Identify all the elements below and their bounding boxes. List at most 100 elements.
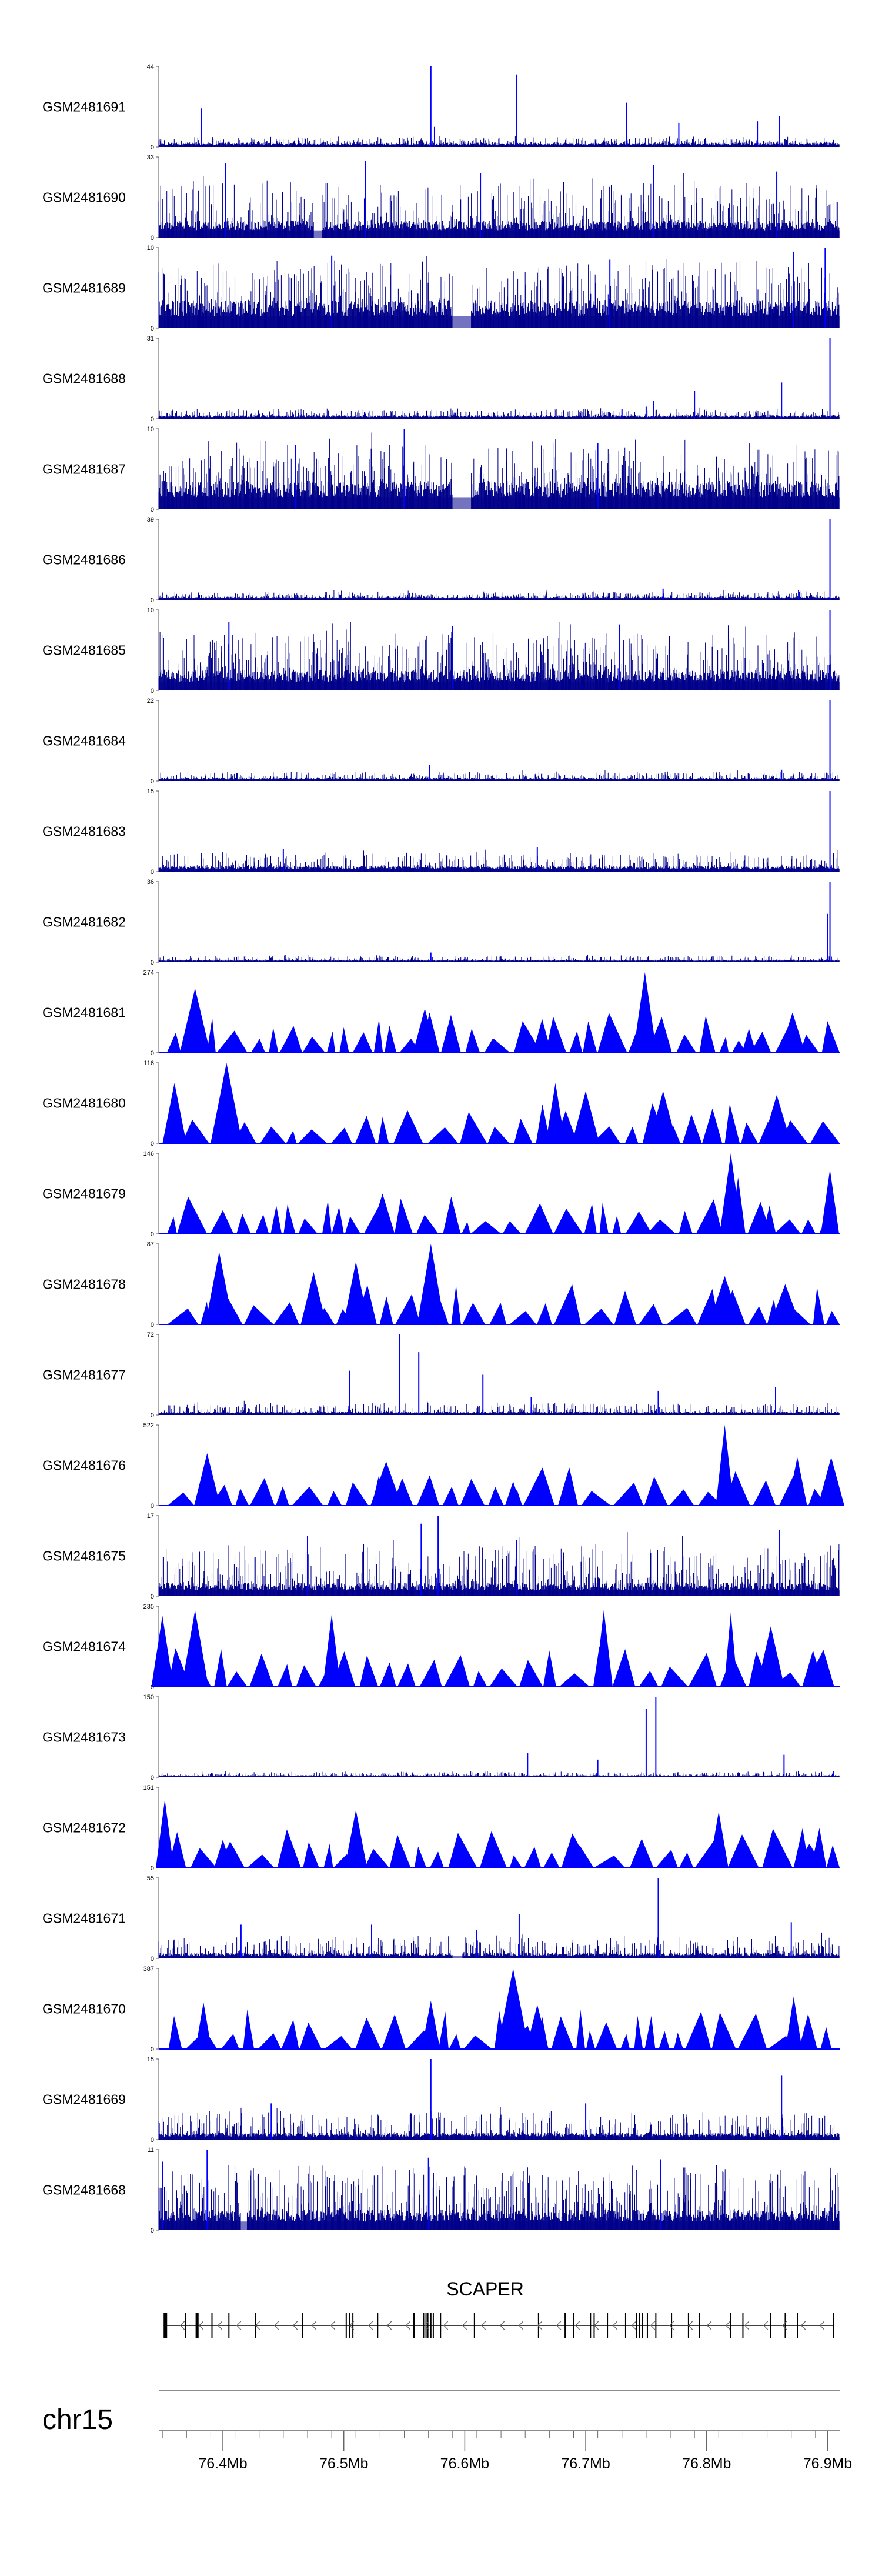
gene-strand-arrow: [236, 2321, 242, 2330]
gene-strand-arrow: [763, 2321, 769, 2330]
track-label: GSM2481685: [42, 643, 126, 658]
track-label: GSM2481668: [42, 2183, 126, 2198]
gene-strand-arrow: [650, 2321, 656, 2330]
y-axis-max-label: 11: [148, 2147, 154, 2154]
coverage-peak: [214, 1840, 232, 1868]
coverage-area: [166, 1012, 840, 1053]
coverage-baseline: [159, 145, 840, 147]
y-axis-max-label: 150: [143, 1694, 154, 1701]
y-axis-min-label: 0: [151, 416, 154, 423]
gene-strand-arrow: [179, 2321, 185, 2330]
coverage-peak: [709, 1811, 729, 1868]
coverage-peak: [572, 1091, 600, 1143]
track-GSM2481683: GSM2481683 15 0: [42, 788, 840, 876]
gene-exon-block: [195, 2313, 199, 2338]
chromosome-label: chr15: [42, 2404, 113, 2435]
track-GSM2481678: GSM2481678 87 0: [42, 1241, 840, 1329]
gene-strand-arrow: [368, 2321, 373, 2330]
gene-strand-arrow: [273, 2321, 279, 2330]
y-axis-min-label: 0: [151, 325, 154, 332]
track-GSM2481685: GSM2481685 10 0: [42, 607, 840, 695]
track-GSM2481670: GSM2481670 387 0: [42, 1966, 840, 2053]
coverage-peak: [300, 1272, 326, 1324]
gene-strand-arrow: [292, 2321, 298, 2330]
track-label: GSM2481671: [42, 1911, 126, 1926]
gene-exon-block: [163, 2313, 168, 2338]
gene-strand-arrow: [198, 2321, 204, 2330]
coverage-peak: [802, 1650, 824, 1687]
coverage-peak: [649, 1091, 677, 1143]
genome-axis-tick-label: 76.7Mb: [561, 2455, 610, 2472]
gene-strand-arrow: [631, 2321, 637, 2330]
coverage-bars: [158, 2165, 840, 2230]
coverage-peak: [787, 1457, 807, 1506]
y-axis-min-label: 0: [151, 2046, 154, 2053]
track-GSM2481677: GSM2481677 72 0: [42, 1332, 840, 1419]
y-axis-min-label: 0: [151, 688, 154, 695]
genome-axis-tick-label: 76.4Mb: [198, 2455, 247, 2472]
chromosome-track: chr15: [42, 2390, 840, 2435]
y-axis-min-label: 0: [151, 1503, 154, 1510]
track-GSM2481690: GSM2481690 33 0: [42, 154, 840, 242]
track-GSM2481682: GSM2481682 36 0: [42, 879, 840, 966]
y-axis-min-label: 0: [151, 959, 154, 966]
track-label: GSM2481686: [42, 552, 126, 568]
coverage-peak: [818, 1457, 844, 1506]
y-axis-max-label: 522: [143, 1422, 154, 1429]
coverage-peak: [795, 1843, 824, 1868]
coverage-peak: [533, 1019, 552, 1053]
y-axis-min-label: 0: [151, 2137, 154, 2144]
coverage-peak: [505, 1481, 522, 1506]
track-GSM2481676: GSM2481676 522 0: [42, 1422, 844, 1510]
genome-axis-tick-label: 76.8Mb: [682, 2455, 731, 2472]
coverage-baseline: [159, 2137, 840, 2140]
y-axis-min-label: 0: [151, 2227, 154, 2234]
coverage-peak: [151, 1616, 173, 1687]
y-axis-min-label: 0: [151, 1684, 154, 1691]
gene-strand-arrow: [593, 2321, 599, 2330]
y-axis-min-label: 0: [151, 597, 154, 604]
coverage-peak: [821, 1169, 840, 1234]
y-axis-max-label: 235: [143, 1603, 154, 1610]
y-axis-min-label: 0: [151, 1774, 154, 1781]
coverage-peak: [323, 1614, 341, 1687]
track-GSM2481672: GSM2481672 151 0: [42, 1784, 840, 1872]
coverage-peak: [762, 1095, 791, 1143]
genome-axis-tick-label: 76.6Mb: [440, 2455, 489, 2472]
y-axis-max-label: 31: [147, 335, 154, 342]
coverage-area: [168, 1828, 840, 1868]
coverage-peak: [413, 1008, 437, 1053]
coverage-peak: [195, 2002, 212, 2049]
y-axis-max-label: 10: [147, 426, 154, 433]
track-label: GSM2481680: [42, 1096, 126, 1111]
track-label: GSM2481674: [42, 1639, 126, 1654]
track-label: GSM2481690: [42, 190, 126, 205]
data-tracks: GSM2481691440GSM2481690330GSM2481689100G…: [42, 64, 844, 2234]
coverage-bars: [158, 622, 840, 690]
coverage-area: [168, 2009, 832, 2049]
coverage-peak: [162, 1083, 187, 1143]
gene-strand-arrow: [330, 2321, 336, 2330]
gene-strand-arrow: [462, 2321, 467, 2330]
y-axis-max-label: 151: [143, 1784, 154, 1791]
coverage-peak: [343, 1262, 369, 1324]
coverage-baseline: [159, 316, 840, 328]
y-axis-max-label: 116: [143, 1060, 154, 1067]
track-label: GSM2481688: [42, 371, 126, 386]
gene-label: SCAPER: [446, 2278, 524, 2300]
coverage-baseline: [159, 682, 840, 690]
track-GSM2481671: GSM2481671 55 0: [42, 1875, 840, 1963]
gene-strand-arrow: [405, 2321, 411, 2330]
genome-axis-ticks: 76.4Mb 76.5Mb 76.6Mb 76.7Mb 76.8Mb 76.9Mb: [162, 2431, 852, 2472]
y-axis-max-label: 87: [147, 1241, 154, 1248]
gene-strand-arrow: [819, 2321, 825, 2330]
gene-strand-arrow: [217, 2321, 223, 2330]
coverage-bars: [158, 1400, 840, 1415]
coverage-peak: [370, 1461, 402, 1506]
y-axis-max-label: 55: [147, 1875, 154, 1882]
gene-strand-arrow: [781, 2321, 787, 2330]
coverage-peak: [345, 1810, 368, 1868]
coverage-bars: [158, 1932, 840, 1958]
gene-strand-arrow: [349, 2321, 355, 2330]
gene-strand-arrow: [612, 2321, 618, 2330]
